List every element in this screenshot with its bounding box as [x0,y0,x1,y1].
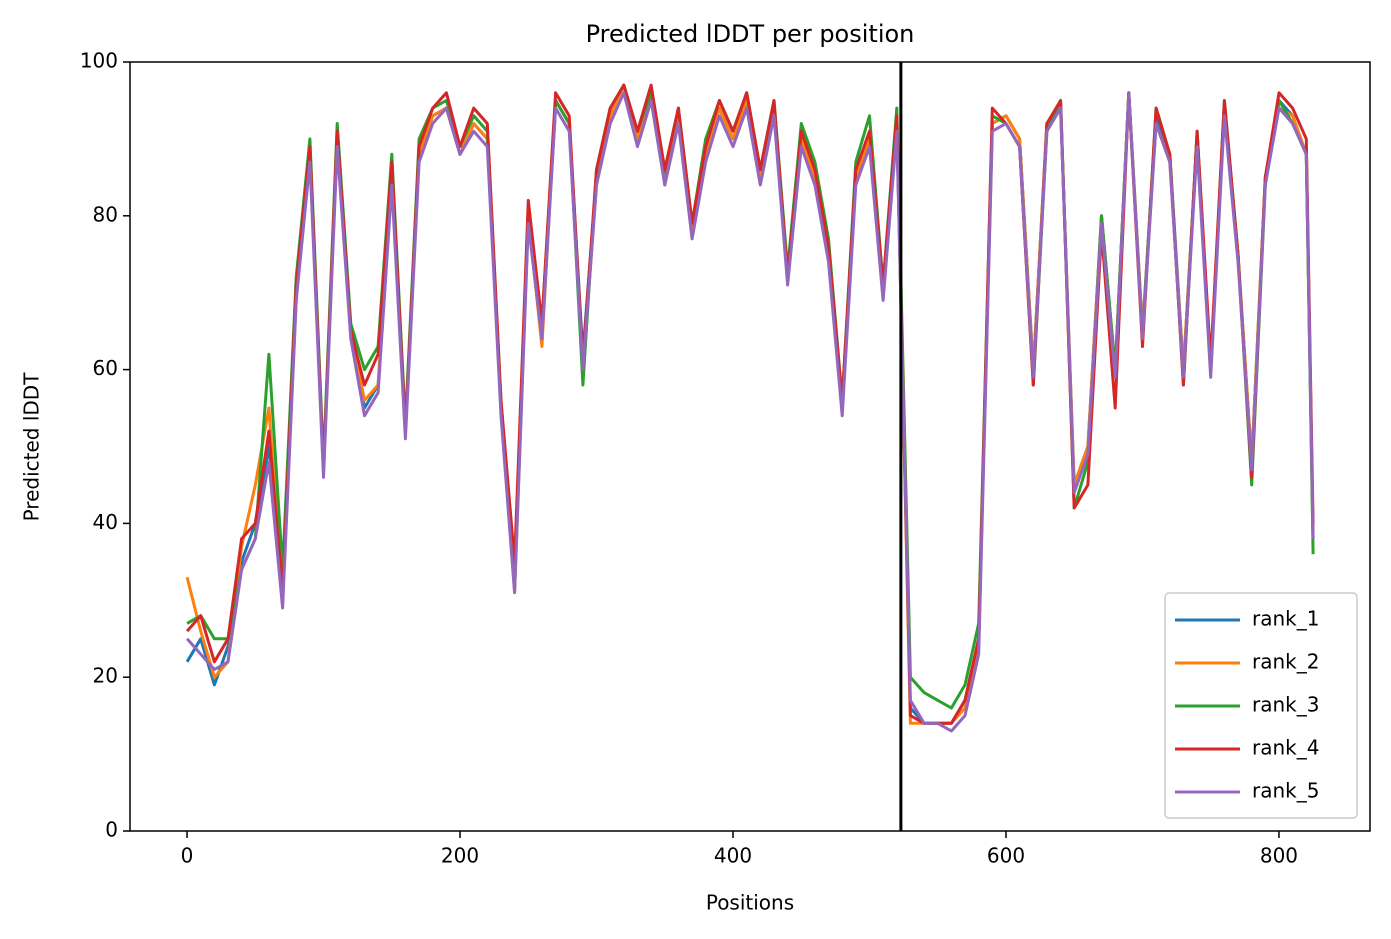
x-axis-label: Positions [706,891,794,915]
y-tick-label: 0 [105,818,118,842]
legend-box [1164,592,1358,819]
axes-frame [129,61,1371,832]
x-tick-label: 800 [1260,844,1298,868]
legend-label: rank_3 [1252,693,1319,717]
legend-label: rank_1 [1252,607,1319,631]
legend-label: rank_2 [1252,650,1319,674]
series-line [185,83,1315,725]
series-line [185,91,1315,733]
x-tick-label: 600 [987,844,1025,868]
x-tick-label: 0 [181,844,194,868]
y-tick-label: 100 [80,49,118,73]
x-tick-label: 200 [441,844,479,868]
y-tick-label: 80 [93,202,118,226]
series-line [185,83,1315,725]
y-axis-label: Predicted lDDT [20,372,44,522]
series-line [185,83,1315,725]
y-tick-label: 40 [93,510,118,534]
series-line [186,83,1315,710]
legend-label: rank_5 [1252,779,1319,803]
x-tick-label: 400 [714,844,752,868]
y-tick-label: 60 [93,356,118,380]
y-tick-label: 20 [93,664,118,688]
chart-title: Predicted lDDT per position [586,20,915,48]
legend-label: rank_4 [1252,736,1319,760]
